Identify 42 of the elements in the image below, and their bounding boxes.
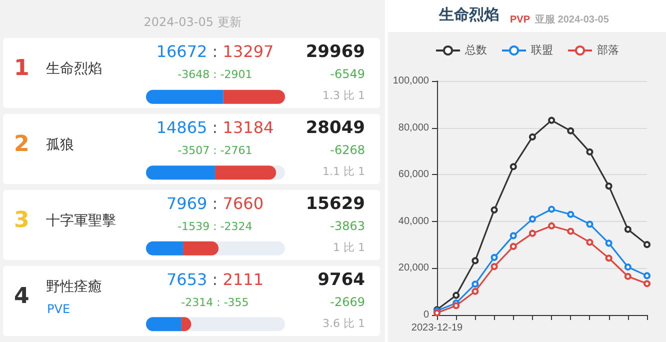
y-tick-label: 孤狼	[46, 136, 74, 154]
legend-label: 部落	[597, 44, 619, 56]
text: 29969	[306, 42, 365, 62]
y-tick-label: 十字軍聖擊	[46, 212, 116, 230]
y-tick-label: 80,000	[398, 122, 430, 134]
y-tick-label: 生命烈焰	[46, 60, 102, 78]
chart-title: 生命烈焰	[438, 6, 499, 24]
chart-subtitle: PVP 亚服 2024-03-05	[510, 14, 610, 26]
text: 3	[14, 208, 30, 233]
text: 1	[14, 56, 30, 81]
x-tick-label: 2023-12-19	[411, 322, 464, 334]
annotation: -3507 : -2761	[176, 144, 254, 157]
legend-label: 联盟	[531, 44, 553, 56]
text: 1.1 比 1	[322, 164, 365, 179]
legend-label: 总数	[464, 44, 487, 56]
y-tick-label: 100,000	[392, 76, 430, 86]
annotation: 7969 : 7660	[166, 194, 264, 213]
text: 4	[14, 284, 30, 309]
text: -6268	[330, 143, 365, 157]
text: 1.3 比 1	[322, 88, 365, 103]
chart-title: 2024-03-05 更新	[142, 14, 242, 31]
annotation: -2314 : -355	[180, 296, 250, 309]
annotation: 7653 : 2111	[166, 270, 264, 289]
text: 3.6 比 1	[322, 316, 365, 331]
text: 15629	[306, 194, 365, 214]
text: -6549	[330, 67, 365, 81]
text: 2	[14, 132, 30, 157]
text: 9764	[318, 270, 365, 290]
text: 1 比 1	[333, 240, 365, 255]
annotation: 14865 : 13184	[156, 118, 274, 137]
y-tick-label: 0	[423, 310, 430, 320]
text: 28049	[306, 118, 365, 138]
y-tick-label: 40,000	[398, 216, 430, 227]
text: -2669	[330, 295, 365, 309]
y-tick-label: 20,000	[398, 262, 430, 274]
y-tick-label: 野性痊癒	[46, 278, 102, 296]
annotation: 16672 : 13297	[156, 42, 274, 61]
text: -3863	[330, 219, 365, 233]
y-tick-label: 60,000	[398, 169, 430, 180]
text: PVE	[47, 302, 70, 316]
annotation: -3648 : -2901	[176, 68, 254, 81]
annotation: -1539 : -2324	[178, 220, 252, 233]
